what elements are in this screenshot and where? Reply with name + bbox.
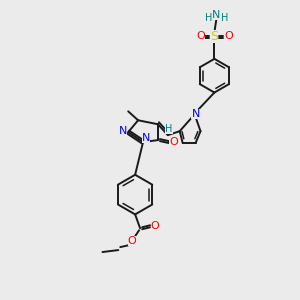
- Text: O: O: [151, 221, 159, 231]
- Text: O: O: [128, 236, 136, 246]
- Text: H: H: [205, 13, 212, 23]
- Text: N: N: [142, 133, 150, 143]
- Text: N: N: [119, 126, 128, 136]
- Text: H: H: [220, 13, 228, 23]
- Text: O: O: [169, 137, 178, 147]
- Text: H: H: [165, 124, 172, 134]
- Text: N: N: [191, 109, 200, 119]
- Text: S: S: [210, 30, 218, 43]
- Text: N: N: [212, 10, 220, 20]
- Text: O: O: [196, 31, 205, 41]
- Text: O: O: [224, 31, 233, 41]
